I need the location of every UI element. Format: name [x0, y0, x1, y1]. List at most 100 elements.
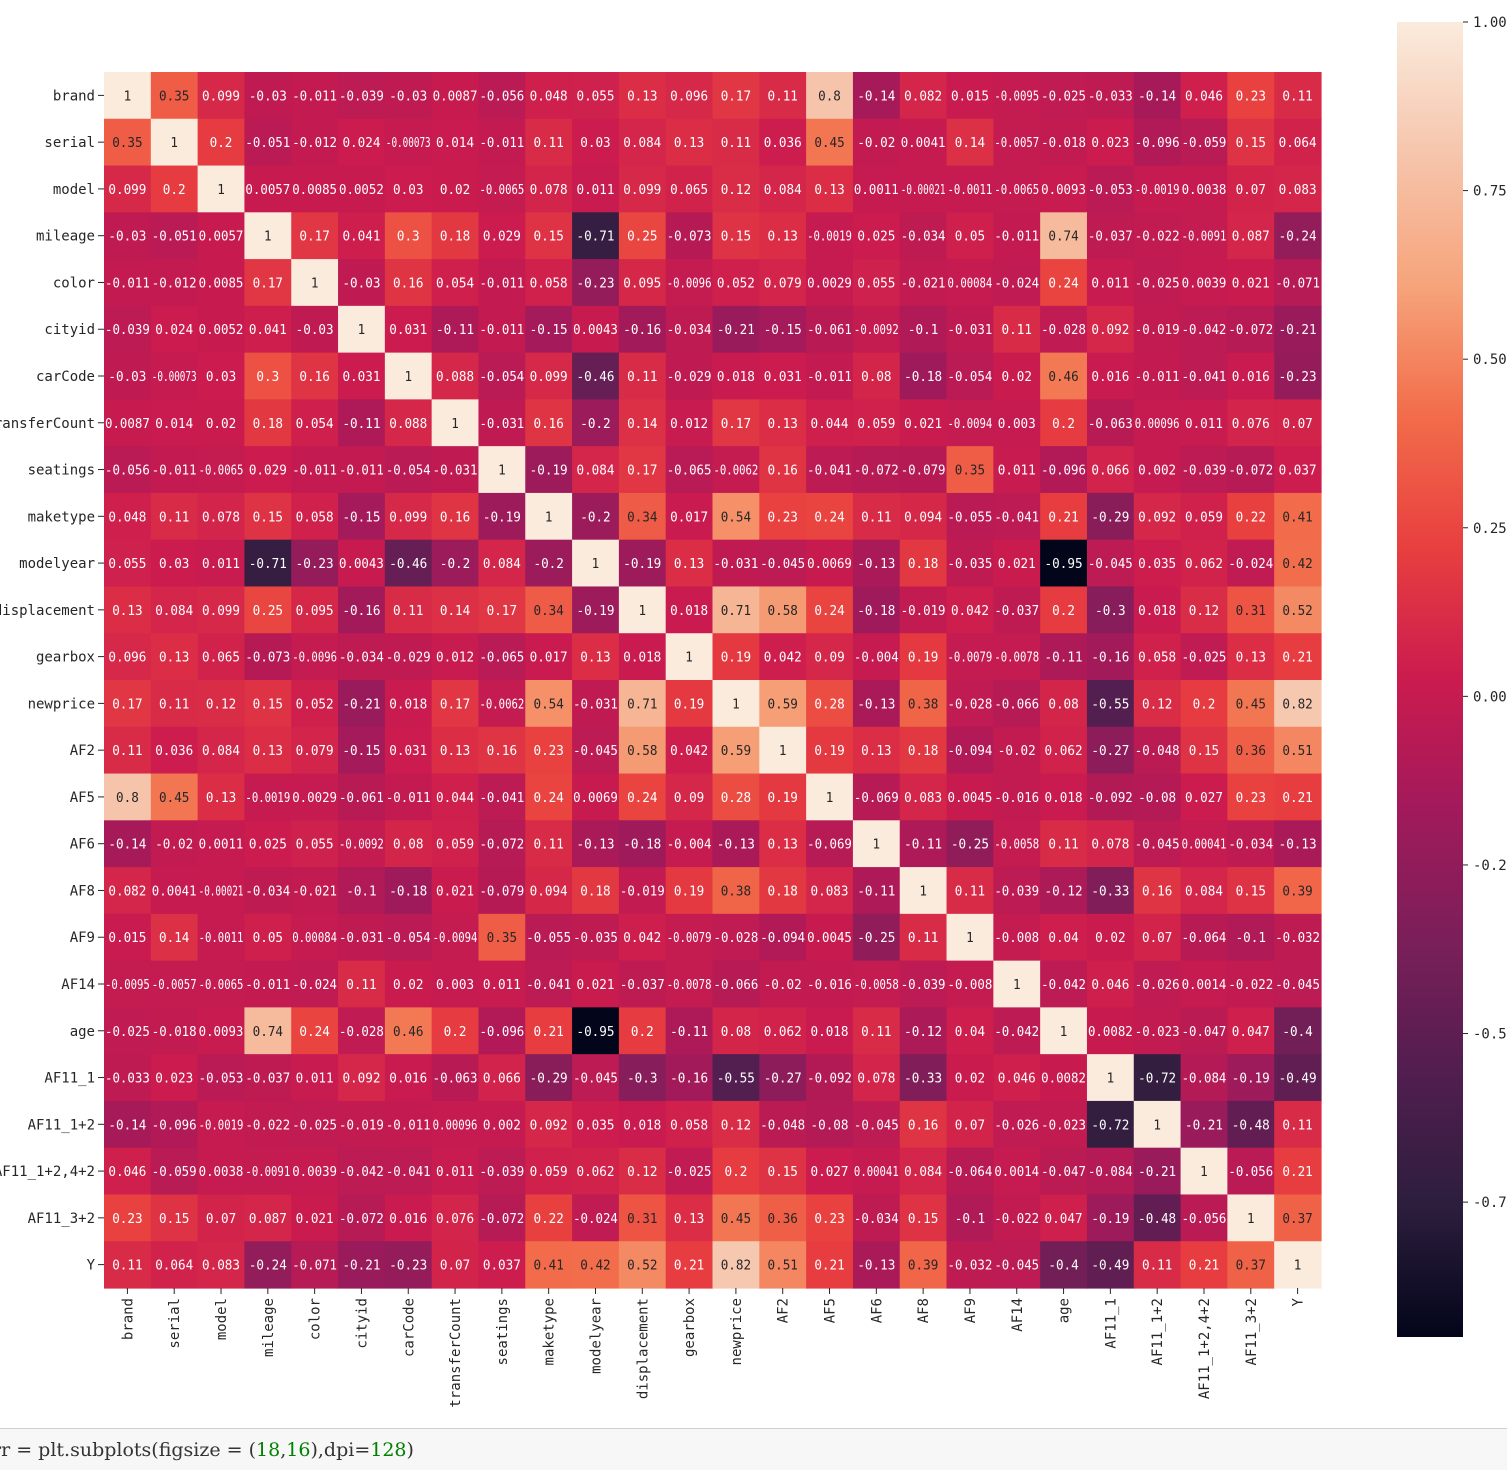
cell-annotation: -0.051	[245, 136, 290, 151]
heatmap-cell	[1133, 259, 1182, 307]
cell-annotation: 0.083	[1279, 183, 1317, 198]
cell-annotation: 0.11	[1048, 838, 1078, 853]
heatmap-cell	[618, 773, 667, 821]
heatmap-cell	[1086, 726, 1135, 775]
heatmap-cell	[665, 399, 714, 447]
heatmap-cell	[1133, 446, 1182, 494]
cell-annotation: -0.21	[342, 697, 380, 712]
y-tick-label: seatings	[28, 463, 95, 479]
heatmap-cell	[431, 960, 480, 1008]
heatmap-cell	[993, 913, 1041, 962]
heatmap-cell	[572, 492, 620, 541]
cell-annotation: 0.096	[670, 89, 708, 104]
cell-annotation: 0.8	[818, 89, 841, 104]
cell-annotation: 0.017	[530, 651, 568, 666]
cell-annotation: -0.066	[714, 978, 759, 993]
cell-annotation: -0.11	[1045, 651, 1083, 666]
heatmap-cell	[338, 1241, 386, 1289]
cell-annotation: -0.0065	[199, 464, 244, 479]
heatmap-cell	[572, 1100, 620, 1149]
cell-annotation: 0.003	[436, 978, 474, 993]
cell-annotation: 0.13	[768, 230, 798, 245]
cell-annotation: 0.11	[1002, 323, 1032, 338]
heatmap-cell	[712, 773, 760, 821]
heatmap-cell	[572, 399, 620, 447]
cell-annotation: 0.19	[814, 744, 844, 759]
y-tick-label: AF11_1+2,4+2	[0, 1164, 95, 1180]
heatmap-cell	[852, 539, 901, 588]
cell-annotation: 1	[311, 276, 319, 291]
cell-annotation: -0.011	[105, 276, 150, 291]
cell-annotation: -0.022	[245, 1118, 290, 1133]
cell-annotation: -0.045	[1135, 838, 1180, 853]
heatmap-cell	[572, 1007, 620, 1055]
cell-annotation: 0.092	[530, 1118, 568, 1133]
cell-annotation: -0.039	[105, 323, 150, 338]
x-tick-label: displacement	[635, 1298, 651, 1399]
heatmap-cell	[197, 352, 246, 400]
cell-annotation: -0.061	[807, 323, 852, 338]
cell-annotation: 0.047	[1232, 1025, 1270, 1040]
heatmap-cell	[946, 680, 994, 728]
heatmap-cell	[104, 399, 152, 447]
cell-annotation: 0.23	[1236, 89, 1266, 104]
heatmap-cell	[338, 352, 386, 400]
heatmap-cell	[1133, 305, 1182, 354]
cell-annotation: 0.0041	[901, 136, 946, 151]
cell-annotation: 1	[124, 89, 132, 104]
heatmap-cell	[244, 1241, 292, 1289]
cell-annotation: -0.0019	[245, 791, 290, 806]
heatmap-cell	[244, 352, 292, 400]
cell-annotation: -0.2	[580, 510, 610, 525]
cell-annotation: 0.42	[1282, 557, 1312, 572]
heatmap-cell	[993, 492, 1041, 541]
heatmap-cell	[291, 633, 339, 681]
cell-annotation: -0.094	[948, 744, 993, 759]
heatmap-cell	[150, 773, 199, 821]
cell-annotation: 0.031	[389, 744, 427, 759]
cell-annotation: -0.039	[479, 1165, 524, 1180]
heatmap-cell	[1086, 680, 1135, 728]
heatmap-cell	[197, 539, 246, 588]
heatmap-cell	[1180, 539, 1228, 588]
heatmap-cell	[384, 165, 433, 213]
heatmap-cell	[478, 1054, 526, 1102]
cell-annotation: -0.073	[245, 651, 290, 666]
heatmap-cell	[946, 1100, 994, 1149]
heatmap-cell	[150, 1147, 199, 1196]
heatmap-cell	[525, 680, 573, 728]
cell-annotation: -0.041	[479, 791, 524, 806]
heatmap-cell	[525, 773, 573, 821]
heatmap-cell	[1180, 913, 1228, 962]
heatmap-cell	[291, 1054, 339, 1102]
cell-annotation: 0.07	[1282, 417, 1312, 432]
heatmap-cell	[806, 72, 854, 120]
heatmap-cell	[993, 726, 1041, 775]
cell-annotation: 0.099	[623, 183, 661, 198]
cell-annotation: -0.047	[1041, 1165, 1086, 1180]
cell-annotation: 0.11	[346, 978, 376, 993]
heatmap-cell	[1274, 1054, 1322, 1102]
cell-annotation: 0.002	[1138, 464, 1176, 479]
heatmap-cell	[244, 259, 292, 307]
cell-annotation: 0.037	[1279, 464, 1317, 479]
cell-annotation: -0.037	[245, 1072, 290, 1087]
heatmap-cell	[618, 212, 667, 260]
cell-annotation: -0.037	[994, 604, 1039, 619]
cell-annotation: 0.15	[1189, 744, 1219, 759]
heatmap-cell	[244, 1007, 292, 1055]
cell-annotation: -0.072	[479, 838, 524, 853]
heatmap-cell	[572, 867, 620, 915]
heatmap-cell	[572, 1147, 620, 1196]
cell-annotation: 1	[592, 557, 600, 572]
y-tick-label: brand	[53, 88, 95, 104]
heatmap-cell	[665, 820, 714, 868]
cell-annotation: 0.21	[814, 1259, 844, 1274]
heatmap-cell	[384, 446, 433, 494]
heatmap-cell	[150, 446, 199, 494]
code-cell[interactable]: rr = plt.subplots(figsize = (18,16),dpi=…	[0, 1428, 1507, 1470]
heatmap-cell	[806, 867, 854, 915]
cell-annotation: -0.0058	[854, 978, 899, 993]
code-number: 18	[256, 1439, 281, 1461]
cell-annotation: -0.084	[1088, 1165, 1133, 1180]
